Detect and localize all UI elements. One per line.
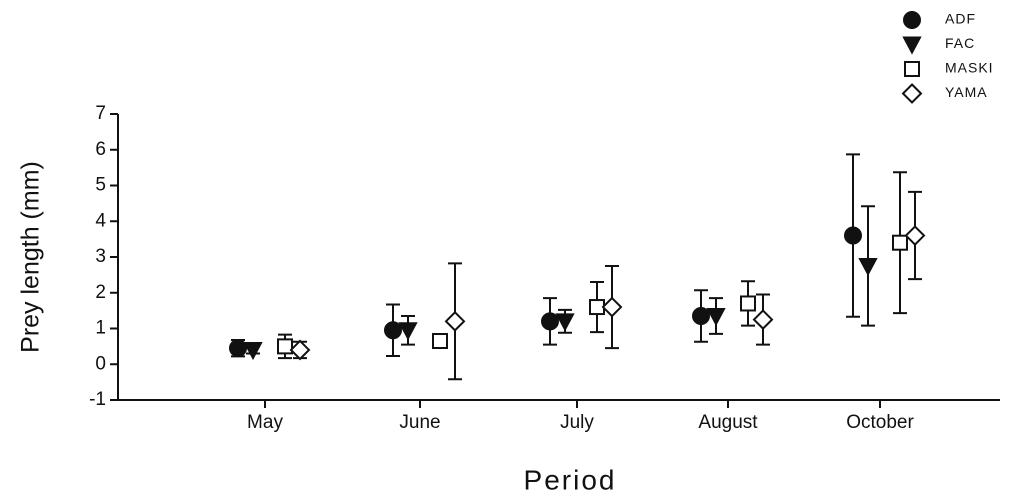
y-tick-label: 6 [95, 139, 106, 160]
marker [752, 309, 774, 330]
y-tick-label: 2 [95, 282, 106, 303]
x-tick-label: July [560, 412, 594, 433]
marker [555, 313, 575, 332]
marker [289, 339, 311, 361]
marker [706, 307, 726, 327]
y-tick-label: 1 [95, 318, 106, 339]
marker [243, 341, 263, 361]
x-tick-label: October [846, 412, 914, 433]
marker [740, 295, 756, 312]
marker [692, 306, 710, 325]
y-tick-label: -1 [89, 389, 106, 410]
marker [601, 296, 623, 318]
marker [444, 310, 466, 332]
y-tick-label: 0 [95, 353, 106, 374]
marker [229, 339, 247, 358]
marker [398, 322, 418, 341]
y-axis-label: Prey length (mm) [17, 161, 45, 353]
x-tick-label: August [698, 412, 758, 433]
marker [904, 61, 920, 77]
y-tick-label: 7 [95, 103, 106, 124]
marker [902, 36, 922, 55]
x-tick-label: June [399, 412, 440, 433]
marker [904, 225, 926, 246]
marker [277, 338, 293, 355]
marker [541, 312, 559, 331]
marker [858, 257, 878, 277]
x-tick-label: May [247, 412, 283, 433]
x-axis-label: Period [524, 464, 617, 495]
marker [901, 83, 923, 104]
legend-label: FAC [945, 35, 975, 51]
y-tick-label: 4 [95, 210, 106, 231]
y-tick-label: 3 [95, 246, 106, 267]
legend-label: YAMA [945, 84, 988, 100]
marker [844, 226, 862, 245]
marker [384, 321, 402, 340]
legend-label: MASKI [945, 60, 994, 76]
marker [892, 234, 908, 251]
legend-label: ADF [945, 11, 976, 27]
marker [432, 333, 448, 350]
marker [903, 11, 921, 29]
y-tick-label: 5 [95, 175, 106, 196]
